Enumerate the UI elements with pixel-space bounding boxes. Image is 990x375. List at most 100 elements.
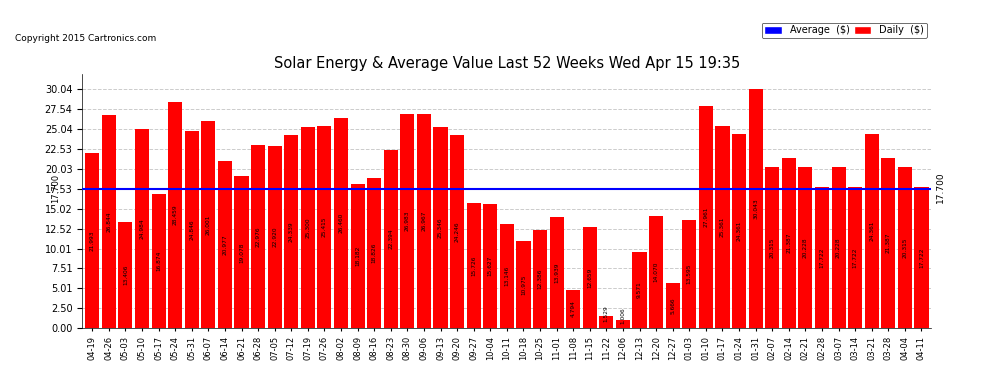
Bar: [85, 153, 99, 328]
Text: 25.346: 25.346: [438, 217, 444, 238]
Text: 24.246: 24.246: [454, 222, 459, 242]
Bar: [218, 161, 232, 328]
Bar: [533, 230, 547, 328]
Bar: [102, 115, 116, 328]
Bar: [649, 216, 663, 328]
Text: 13.939: 13.939: [554, 262, 559, 283]
Text: 18.182: 18.182: [355, 246, 360, 266]
Bar: [616, 320, 630, 328]
Bar: [185, 130, 199, 328]
Text: 12.659: 12.659: [587, 268, 592, 288]
Bar: [384, 150, 398, 328]
Bar: [251, 146, 265, 328]
Bar: [832, 167, 845, 328]
Text: 30.043: 30.043: [753, 198, 758, 219]
Legend: Average  ($), Daily  ($): Average ($), Daily ($): [761, 22, 927, 38]
Bar: [235, 176, 248, 328]
Bar: [417, 114, 431, 328]
Bar: [201, 122, 216, 328]
Text: 26.460: 26.460: [339, 213, 344, 233]
Bar: [633, 252, 646, 328]
Text: 18.826: 18.826: [371, 243, 376, 264]
Bar: [151, 194, 165, 328]
Text: 24.361: 24.361: [737, 221, 742, 242]
Bar: [119, 222, 133, 328]
Bar: [466, 203, 481, 328]
Text: 1.529: 1.529: [604, 305, 609, 322]
Text: 26.001: 26.001: [206, 214, 211, 235]
Bar: [318, 126, 332, 328]
Text: 20.228: 20.228: [803, 237, 808, 258]
Text: 9.571: 9.571: [637, 282, 643, 298]
Text: 26.844: 26.844: [106, 211, 111, 232]
Bar: [168, 102, 182, 328]
Bar: [881, 158, 895, 328]
Text: 1.006: 1.006: [621, 308, 626, 324]
Bar: [915, 187, 929, 328]
Text: 28.459: 28.459: [172, 205, 177, 225]
Bar: [864, 134, 879, 328]
Text: 25.300: 25.300: [305, 217, 310, 238]
Text: 24.984: 24.984: [140, 219, 145, 239]
Bar: [782, 158, 796, 328]
Text: 20.315: 20.315: [769, 237, 775, 258]
Text: 13.595: 13.595: [687, 264, 692, 284]
Text: 24.339: 24.339: [289, 221, 294, 242]
Text: 12.386: 12.386: [538, 268, 543, 289]
Text: 16.874: 16.874: [156, 251, 161, 271]
Text: 13.406: 13.406: [123, 265, 128, 285]
Text: 20.315: 20.315: [903, 237, 908, 258]
Bar: [434, 127, 447, 328]
Text: 22.394: 22.394: [388, 229, 393, 249]
Bar: [517, 241, 531, 328]
Text: 17.700: 17.700: [51, 174, 60, 203]
Text: 17.722: 17.722: [919, 248, 924, 268]
Bar: [367, 178, 381, 328]
Bar: [699, 106, 713, 328]
Bar: [682, 220, 696, 328]
Text: 19.078: 19.078: [239, 242, 244, 262]
Text: 21.387: 21.387: [886, 233, 891, 254]
Text: 27.961: 27.961: [703, 207, 709, 227]
Text: 24.361: 24.361: [869, 221, 874, 242]
Bar: [815, 187, 829, 328]
Bar: [583, 228, 597, 328]
Bar: [566, 290, 580, 328]
Text: 13.146: 13.146: [504, 266, 510, 286]
Bar: [798, 167, 813, 328]
Bar: [732, 134, 746, 328]
Text: 10.975: 10.975: [521, 274, 526, 295]
Bar: [483, 204, 497, 328]
Bar: [267, 146, 282, 328]
Text: 25.361: 25.361: [720, 217, 725, 237]
Text: 20.977: 20.977: [223, 234, 228, 255]
Bar: [350, 183, 364, 328]
Text: 15.627: 15.627: [488, 256, 493, 276]
Bar: [748, 89, 762, 328]
Bar: [765, 166, 779, 328]
Title: Solar Energy & Average Value Last 52 Weeks Wed Apr 15 19:35: Solar Energy & Average Value Last 52 Wee…: [274, 56, 740, 71]
Text: 5.666: 5.666: [670, 297, 675, 314]
Bar: [848, 187, 862, 328]
Bar: [450, 135, 464, 328]
Bar: [898, 166, 912, 328]
Text: 21.993: 21.993: [90, 230, 95, 251]
Text: 15.726: 15.726: [471, 255, 476, 276]
Text: 25.415: 25.415: [322, 217, 327, 237]
Text: 26.983: 26.983: [405, 211, 410, 231]
Text: 14.070: 14.070: [653, 262, 658, 282]
Text: Copyright 2015 Cartronics.com: Copyright 2015 Cartronics.com: [15, 34, 156, 43]
Bar: [284, 135, 298, 328]
Text: 17.722: 17.722: [820, 248, 825, 268]
Bar: [334, 118, 348, 328]
Text: 24.846: 24.846: [189, 219, 194, 240]
Text: 4.794: 4.794: [570, 301, 576, 318]
Bar: [549, 217, 563, 328]
Text: 21.387: 21.387: [786, 233, 791, 254]
Bar: [716, 126, 730, 328]
Bar: [400, 114, 415, 328]
Bar: [665, 283, 680, 328]
Bar: [135, 129, 149, 328]
Bar: [599, 316, 614, 328]
Text: 26.967: 26.967: [422, 211, 427, 231]
